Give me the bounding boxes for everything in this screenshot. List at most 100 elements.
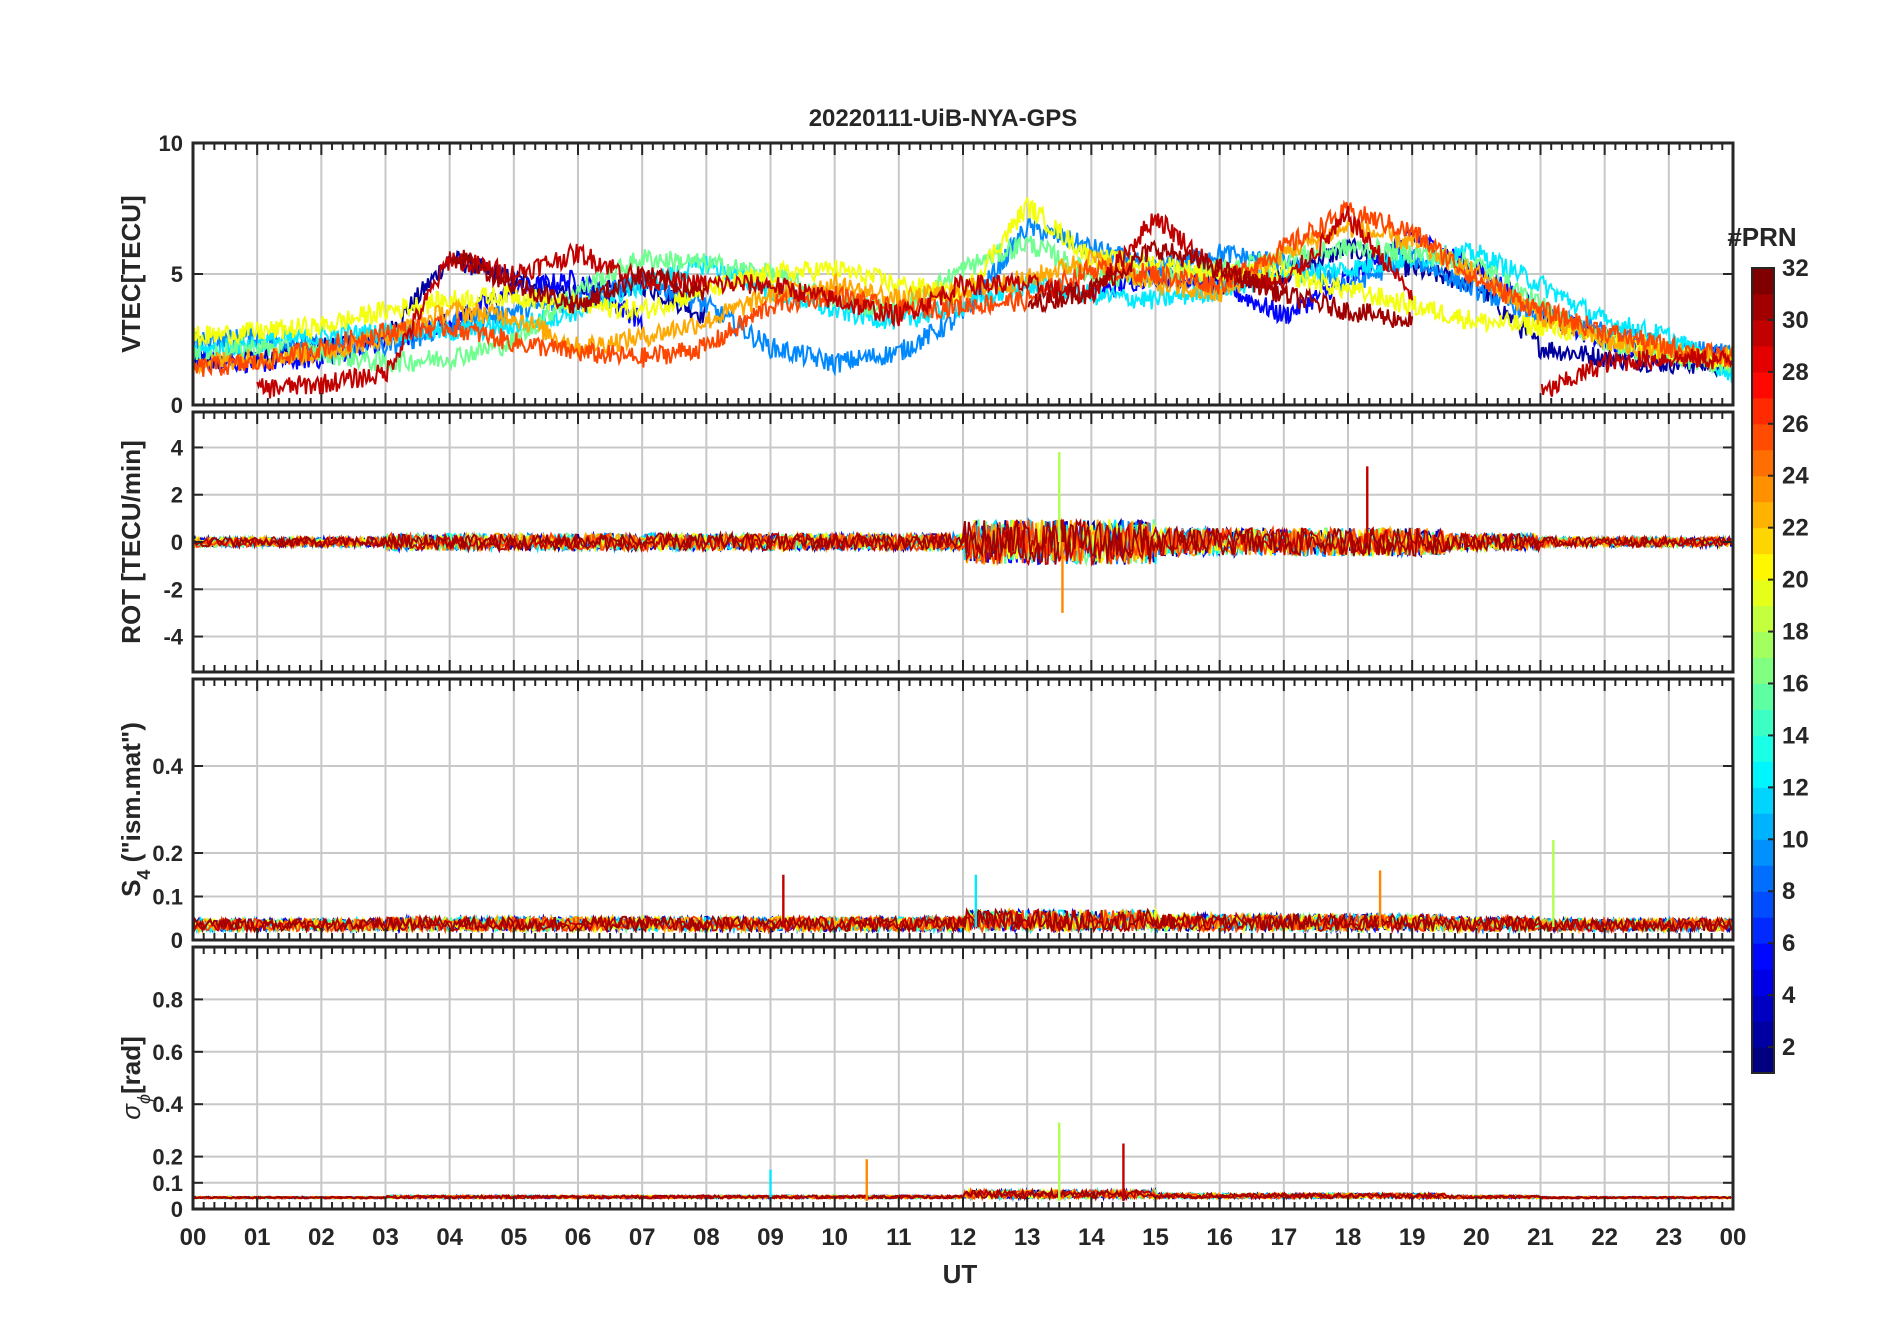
x-tick-label: 13 <box>1014 1224 1041 1251</box>
y-tick-label: 4 <box>171 435 184 460</box>
y-tick-label: 5 <box>171 262 183 287</box>
rot-series-prn-26 <box>193 517 1732 565</box>
x-tick-label: 00 <box>180 1224 207 1251</box>
y-tick-label: 0 <box>171 393 183 418</box>
y-axis-label-rot: ROT [TECU/min] <box>116 440 146 644</box>
colorbar-segment <box>1752 345 1774 373</box>
x-tick-label: 14 <box>1078 1224 1105 1251</box>
colorbar-segment <box>1752 1021 1774 1048</box>
y-tick-label: 10 <box>159 131 183 156</box>
colorbar-segment <box>1752 579 1774 607</box>
vtec-series-prn-31 <box>448 239 1414 329</box>
y-tick-label: 0.4 <box>152 1092 183 1117</box>
colorbar-tick-label: 20 <box>1782 567 1809 594</box>
panel-data <box>193 452 1732 613</box>
colorbar-segment <box>1752 917 1774 944</box>
colorbar-frame <box>1751 267 1775 1074</box>
colorbar-segment <box>1752 891 1774 918</box>
y-axis-label-vtec: VTEC[TECU] <box>116 195 146 352</box>
panel-s4: 0 0.1 0.2 0.4S4 ("ism.mat") <box>116 677 1735 953</box>
x-axis-label: UT <box>943 1259 978 1289</box>
x-tick-label: 08 <box>693 1224 720 1251</box>
colorbar-segment <box>1752 735 1774 762</box>
colorbar-segment <box>1752 319 1774 347</box>
panel-x-ticks <box>192 947 1734 1209</box>
x-tick-label: 01 <box>244 1224 271 1251</box>
y-tick-label: 0.4 <box>152 754 183 779</box>
x-tick-label: 03 <box>372 1224 399 1251</box>
colorbar-title: #PRN <box>1727 222 1796 252</box>
colorbar-segment <box>1752 839 1774 866</box>
y-tick-label: 0.1 <box>152 1171 183 1196</box>
colorbar-tick-label: 8 <box>1782 878 1795 905</box>
y-tick-label: 0.8 <box>152 987 183 1012</box>
x-tick-label: 16 <box>1206 1224 1233 1251</box>
y-tick-label: 0.1 <box>152 885 183 910</box>
panel-x-ticks <box>192 143 1734 405</box>
x-tick-label: 00 <box>1720 1224 1747 1251</box>
panel-grid <box>193 947 1733 1209</box>
colorbar-tick-label: 30 <box>1782 307 1809 334</box>
vtec-series-prn-26 <box>193 199 1733 377</box>
colorbar-segment <box>1752 709 1774 736</box>
x-tick-label: 21 <box>1527 1224 1554 1251</box>
colorbar-segment <box>1752 969 1774 996</box>
vtec-series-prn-16 <box>193 235 1733 375</box>
x-tick-label: 09 <box>757 1224 784 1251</box>
x-tick-label: 02 <box>308 1224 335 1251</box>
colorbar-segment <box>1752 865 1774 892</box>
x-tick-label: 05 <box>500 1224 527 1251</box>
colorbar-tick-label: 10 <box>1782 826 1809 853</box>
y-tick-label: 0.2 <box>152 1145 183 1170</box>
x-tick-label: 07 <box>629 1224 656 1251</box>
panel-data <box>193 197 1733 399</box>
panel-grid <box>193 412 1733 672</box>
y-tick-label: -4 <box>163 625 183 650</box>
y-axis-label-sigma_phi: σϕ[rad] <box>116 1036 154 1119</box>
x-tick-label: 15 <box>1142 1224 1169 1251</box>
colorbar-segment <box>1752 293 1774 321</box>
y-tick-label: 0 <box>171 1197 183 1222</box>
colorbar-segment <box>1752 657 1774 684</box>
x-tick-label: 23 <box>1655 1224 1682 1251</box>
x-tick-label: 04 <box>436 1224 463 1251</box>
colorbar-segment <box>1752 813 1774 840</box>
colorbar-tick-label: 28 <box>1782 359 1809 386</box>
colorbar-segment <box>1752 475 1774 503</box>
x-tick-label: 18 <box>1335 1224 1362 1251</box>
x-tick-label: 10 <box>821 1224 848 1251</box>
colorbar-segment <box>1752 423 1774 451</box>
y-tick-label: -2 <box>163 577 183 602</box>
y-tick-label: 0 <box>171 530 183 555</box>
colorbar-tick-label: 2 <box>1782 1034 1795 1061</box>
panel-rot: -4 -2 0 2 4 ROT [TECU/min] <box>116 410 1735 674</box>
colorbar-tick-label: 26 <box>1782 411 1809 438</box>
colorbar-segment <box>1752 761 1774 788</box>
panel-x-ticks <box>192 412 1734 672</box>
y-axis-label-s4: S4 ("ism.mat") <box>116 722 154 897</box>
colorbar-tick-label: 18 <box>1782 619 1809 646</box>
colorbar-segment <box>1752 605 1774 633</box>
colorbar-tick-label: 24 <box>1782 463 1809 490</box>
panel-grid <box>193 679 1733 940</box>
panel-sigma_phi: 00.10.2 0.4 0.6 0.8 σϕ[rad] <box>116 945 1735 1222</box>
x-tick-label: 22 <box>1591 1224 1618 1251</box>
colorbar-segment <box>1752 501 1774 529</box>
x-tick-label: 20 <box>1463 1224 1490 1251</box>
colorbar-tick-label: 22 <box>1782 515 1809 542</box>
colorbar-segment <box>1752 995 1774 1022</box>
colorbar-segment <box>1752 397 1774 425</box>
s4-series-prn-31 <box>193 907 1732 934</box>
panel-vtec: 0 5 10 VTEC[TECU] <box>116 131 1735 418</box>
colorbar-tick-label: 4 <box>1782 982 1796 1009</box>
x-tick-label: 06 <box>565 1224 592 1251</box>
x-tick-label: 12 <box>950 1224 977 1251</box>
y-tick-label: 0 <box>171 928 183 953</box>
y-tick-label: 2 <box>171 483 183 508</box>
colorbar-tick-label: 32 <box>1782 255 1809 282</box>
chart-title: 20220111-UiB-NYA-GPS <box>809 105 1078 132</box>
y-tick-label: 0.2 <box>152 841 183 866</box>
